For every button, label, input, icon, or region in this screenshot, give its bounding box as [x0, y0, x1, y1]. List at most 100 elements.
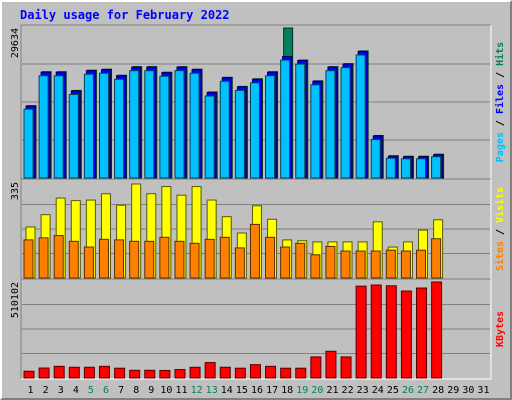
bar-sites-day-22: [340, 250, 351, 279]
bar-kbytes-day-4: [68, 366, 80, 379]
bar-sites-day-26: [400, 250, 411, 279]
bar-kbytes-day-9: [144, 369, 156, 379]
x-tick-label: 31: [477, 385, 489, 396]
bar-sites-day-25: [385, 249, 396, 279]
bar-sites-day-21: [325, 245, 336, 279]
bar-pages-day-8: [129, 70, 140, 179]
bar-sites-day-19: [295, 242, 306, 279]
x-tick-label: 28: [432, 385, 444, 396]
legend-item-sites: Sites: [494, 241, 506, 271]
bar-kbytes-day-15: [234, 367, 246, 379]
bar-sites-day-15: [234, 247, 245, 279]
x-tick-label: 7: [118, 385, 124, 396]
bar-sites-day-23: [355, 250, 366, 279]
bar-kbytes-day-1: [23, 370, 35, 379]
bar-pages-day-10: [159, 75, 170, 179]
bar-kbytes-day-16: [249, 364, 261, 379]
legend-hits-files-pages: Pages / Files / Hits: [494, 42, 506, 162]
legend-item-hits: Hits: [494, 42, 506, 66]
bar-sites-day-28: [431, 238, 442, 279]
x-tick-label: 29: [447, 385, 459, 396]
bar-sites-day-20: [310, 254, 321, 279]
bar-sites-day-4: [68, 240, 79, 279]
bar-pages-day-15: [234, 89, 245, 179]
bar-pages-day-6: [98, 72, 109, 179]
x-tick-label: 27: [417, 385, 429, 396]
bar-pages-day-21: [325, 70, 336, 179]
bar-kbytes-day-21: [325, 350, 337, 379]
x-tick-label: 21: [326, 385, 338, 396]
bar-kbytes-day-14: [219, 366, 231, 379]
x-tick-label: 30: [462, 385, 474, 396]
bar-pages-day-28: [431, 156, 442, 179]
x-tick-label: 2: [43, 385, 49, 396]
bar-kbytes-day-26: [400, 290, 412, 379]
bar-kbytes-day-7: [114, 367, 126, 379]
legend-item-kbytes: KBytes: [495, 311, 506, 347]
bar-pages-day-18: [280, 59, 291, 179]
bar-sites-day-14: [219, 236, 230, 279]
x-tick-label: 19: [296, 385, 308, 396]
panel-hits-files-pages: 29634 Pages / Files / Hits: [10, 24, 506, 180]
panels-layer: 29634 Pages / Files / Hits 335 Sites / Visi…: [10, 24, 506, 380]
bar-kbytes-day-25: [385, 285, 397, 379]
x-tick-label: 20: [311, 385, 323, 396]
bar-kbytes-day-12: [189, 366, 201, 379]
x-tick-label: 14: [221, 385, 233, 396]
bar-kbytes-day-20: [310, 356, 322, 379]
bar-pages-day-23: [355, 54, 366, 179]
x-tick-label: 17: [266, 385, 278, 396]
bar-pages-day-17: [265, 75, 276, 179]
x-tick-label: 3: [58, 385, 64, 396]
bar-pages-day-16: [249, 82, 260, 179]
bar-sites-day-13: [204, 238, 215, 279]
bar-pages-day-2: [38, 75, 49, 179]
y-max-label: 335: [10, 182, 21, 200]
bar-kbytes-day-17: [265, 365, 277, 379]
bar-sites-day-6: [98, 238, 109, 279]
bar-sites-day-12: [189, 242, 200, 279]
legend-separator: /: [495, 114, 506, 132]
x-tick-label: 11: [175, 385, 187, 396]
x-tick-label: 26: [402, 385, 414, 396]
legend-item-pages: Pages: [495, 132, 506, 162]
bar-sites-day-17: [265, 236, 276, 279]
bar-kbytes-day-2: [38, 367, 50, 379]
bar-kbytes-day-8: [129, 369, 141, 379]
bar-pages-day-24: [370, 139, 381, 179]
x-tick-label: 6: [103, 385, 109, 396]
x-tick-label: 1: [28, 385, 34, 396]
bar-sites-day-10: [159, 236, 170, 279]
bar-pages-day-3: [53, 75, 64, 179]
chart-title: Daily usage for February 2022: [20, 8, 230, 22]
bar-pages-day-7: [114, 78, 125, 179]
bar-kbytes-day-5: [83, 366, 95, 379]
bar-pages-day-13: [204, 95, 215, 179]
bar-pages-day-12: [189, 72, 200, 179]
bar-sites-day-5: [83, 246, 94, 279]
bar-sites-day-2: [38, 237, 49, 279]
bar-pages-day-22: [340, 67, 351, 179]
bar-pages-day-9: [144, 70, 155, 179]
bar-kbytes-day-22: [340, 356, 352, 379]
x-tick-label: 16: [251, 385, 263, 396]
bar-sites-day-18: [280, 246, 291, 279]
bar-sites-day-27: [416, 249, 427, 279]
bar-pages-day-20: [310, 84, 321, 179]
bar-pages-day-14: [219, 80, 230, 179]
legend-kbytes: KBytes: [495, 311, 506, 347]
x-tick-label: 12: [191, 385, 203, 396]
bar-sites-day-1: [23, 239, 34, 279]
bar-sites-day-7: [114, 239, 125, 279]
bar-pages-day-4: [68, 93, 79, 179]
x-tick-label: 4: [73, 385, 79, 396]
x-tick-label: 9: [148, 385, 154, 396]
bar-kbytes-day-24: [370, 284, 382, 379]
panel-visits-sites: 335 Sites / Visits: [10, 178, 506, 280]
x-tick-label: 24: [372, 385, 384, 396]
bar-kbytes-day-11: [174, 369, 186, 379]
y-max-label: 29634: [10, 28, 21, 58]
bar-pages-day-1: [23, 108, 34, 179]
bar-kbytes-day-10: [159, 369, 171, 379]
